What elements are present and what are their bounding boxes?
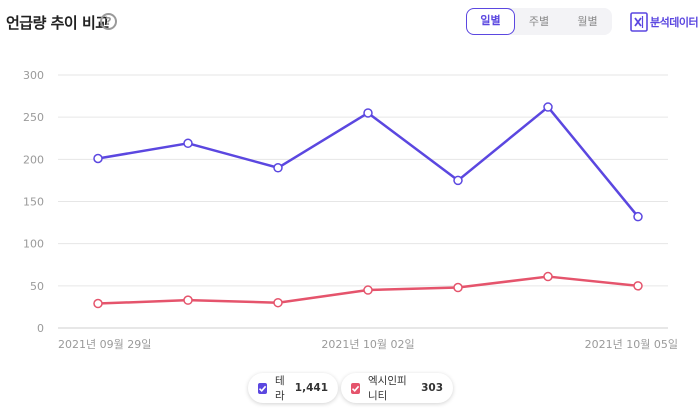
y-tick-label: 200 [23, 153, 44, 166]
y-axis: 0 50 100 150 200 250 300 [23, 69, 44, 335]
legend-item-series-1[interactable]: 테라 1,441 [248, 373, 338, 403]
data-point[interactable] [183, 138, 193, 149]
tab-daily[interactable]: 일별 [466, 8, 515, 35]
excel-icon [630, 12, 648, 32]
x-tick-label: 2021년 10월 02일 [321, 337, 414, 351]
legend-item-series-2[interactable]: 엑시인피니티 303 [341, 373, 453, 403]
line-chart: 0 50 100 150 200 250 300 2021년 09월 29일 2021년 10… [23, 69, 678, 351]
y-tick-label: 250 [23, 111, 44, 124]
data-point[interactable] [363, 285, 373, 295]
y-tick-label: 300 [23, 69, 44, 82]
legend-total: 1,441 [294, 382, 328, 394]
tab-monthly[interactable]: 월별 [577, 15, 598, 28]
legend-total: 303 [421, 382, 443, 394]
legend-label: 테라 [275, 375, 285, 402]
data-point[interactable] [633, 281, 643, 291]
y-tick-label: 0 [37, 322, 44, 335]
checkbox-icon [258, 382, 267, 394]
tab-weekly[interactable]: 주별 [528, 15, 550, 28]
data-point[interactable] [633, 211, 643, 222]
grid [58, 74, 668, 329]
data-point[interactable] [543, 102, 553, 112]
data-point[interactable] [363, 108, 373, 118]
y-tick-label: 50 [30, 280, 44, 293]
data-point[interactable] [273, 163, 283, 173]
series-layer [93, 102, 643, 309]
data-point[interactable] [183, 295, 193, 305]
series-line-1 [97, 105, 639, 218]
data-point[interactable] [453, 282, 463, 293]
download-label: 분석데이터 [650, 16, 699, 29]
chart-title: 언급량 추이 비교 [6, 14, 109, 32]
data-point[interactable] [543, 271, 553, 282]
x-tick-label: 2021년 09월 29일 [58, 337, 151, 351]
data-point[interactable] [453, 175, 463, 186]
checkbox-icon [351, 382, 360, 394]
y-tick-label: 150 [23, 196, 44, 209]
x-axis: 2021년 09월 29일 2021년 10월 02일 2021년 10월 05일 [58, 337, 678, 351]
period-toggle: 일별 주별 월별 [466, 8, 612, 35]
data-point[interactable] [93, 298, 103, 309]
data-point[interactable] [93, 153, 103, 164]
help-icon[interactable]: ? [100, 13, 117, 30]
x-tick-label: 2021년 10월 05일 [585, 337, 678, 351]
data-point[interactable] [273, 297, 283, 308]
legend-label: 엑시인피니티 [368, 375, 407, 402]
y-tick-label: 100 [23, 238, 44, 251]
download-data-button[interactable]: 분석데이터 [630, 12, 699, 32]
